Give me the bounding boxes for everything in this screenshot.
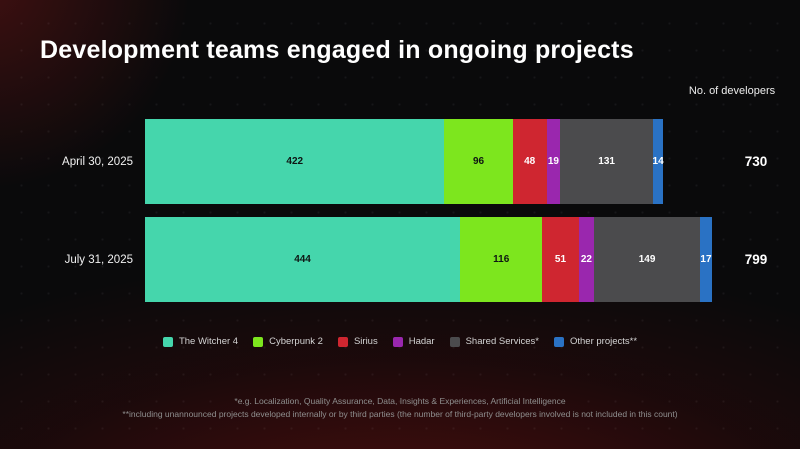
legend-label: Hadar <box>408 336 435 347</box>
bar-segment-other-projects: 14 <box>652 119 664 204</box>
segment-value: 14 <box>652 156 664 167</box>
legend-item-shared-services: Shared Services* <box>449 336 539 347</box>
chart-row: July 31, 2025 444 116 51 22 149 17 799 <box>0 217 800 302</box>
bar-area: 422 96 48 19 131 14 <box>145 119 712 204</box>
legend-label: The Witcher 4 <box>178 336 239 347</box>
row-label: April 30, 2025 <box>62 155 133 168</box>
segment-value: 422 <box>286 156 304 167</box>
segment-value: 19 <box>547 156 559 167</box>
legend-item-the-witcher-4: The Witcher 4 <box>162 336 239 347</box>
legend-item-hadar: Hadar <box>392 336 435 347</box>
segment-value: 116 <box>493 254 510 265</box>
segment-value: 149 <box>638 254 656 265</box>
bar-segment-cyberpunk-2: 116 <box>460 217 543 302</box>
footnotes: *e.g. Localization, Quality Assurance, D… <box>0 395 800 421</box>
legend-swatch-icon <box>392 336 403 347</box>
segment-value: 17 <box>700 254 712 265</box>
segment-value: 48 <box>524 156 536 167</box>
segment-value: 96 <box>472 156 485 167</box>
bar-segment-cyberpunk-2: 96 <box>444 119 513 204</box>
chart-row: April 30, 2025 422 96 48 19 131 14 730 <box>0 119 800 204</box>
legend-label: Shared Services* <box>465 336 539 347</box>
bar-area: 444 116 51 22 149 17 <box>145 217 712 302</box>
row-total: 730 <box>744 154 768 169</box>
legend-item-sirius: Sirius <box>337 336 378 347</box>
segment-value: 131 <box>598 156 615 167</box>
legend-swatch-icon <box>162 336 173 347</box>
footnote-line: *e.g. Localization, Quality Assurance, D… <box>234 396 566 406</box>
bar-segment-hadar: 22 <box>578 217 595 302</box>
legend-label: Sirius <box>353 336 378 347</box>
bar-segment-hadar: 19 <box>546 119 561 204</box>
legend-item-cyberpunk-2: Cyberpunk 2 <box>253 336 323 347</box>
bar-segment-sirius: 48 <box>512 119 547 204</box>
bar-segment-shared-services: 131 <box>560 119 654 204</box>
legend-item-other-projects: Other projects** <box>554 336 637 347</box>
bar-segment-shared-services: 149 <box>594 217 700 302</box>
legend-swatch-icon <box>337 336 348 347</box>
bar-segment-other-projects: 17 <box>699 217 712 302</box>
bar-segment-sirius: 51 <box>542 217 579 302</box>
legend: The Witcher 4 Cyberpunk 2 Sirius Hadar Share… <box>0 336 800 347</box>
legend-swatch-icon <box>449 336 460 347</box>
segment-value: 444 <box>294 254 311 265</box>
row-total: 799 <box>744 252 768 267</box>
legend-swatch-icon <box>554 336 564 347</box>
axis-note: No. of developers <box>688 85 776 97</box>
row-label: July 31, 2025 <box>64 253 133 266</box>
bar-segment-the-witcher-4: 422 <box>145 119 445 204</box>
segment-value: 51 <box>554 254 567 265</box>
chart-rows: April 30, 2025 422 96 48 19 131 14 730 July 31, … <box>0 119 800 315</box>
legend-swatch-icon <box>253 336 264 347</box>
page-title: Development teams engaged in ongoing pro… <box>40 36 634 64</box>
legend-label: Cyberpunk 2 <box>269 336 323 347</box>
legend-label: Other projects** <box>570 336 638 347</box>
footnote-line: **including unannounced projects develop… <box>122 409 678 420</box>
stacked-bar: 422 96 48 19 131 14 <box>145 119 664 204</box>
bar-segment-the-witcher-4: 444 <box>145 217 461 302</box>
segment-value: 22 <box>580 254 592 265</box>
stacked-bar: 444 116 51 22 149 17 <box>145 217 712 302</box>
